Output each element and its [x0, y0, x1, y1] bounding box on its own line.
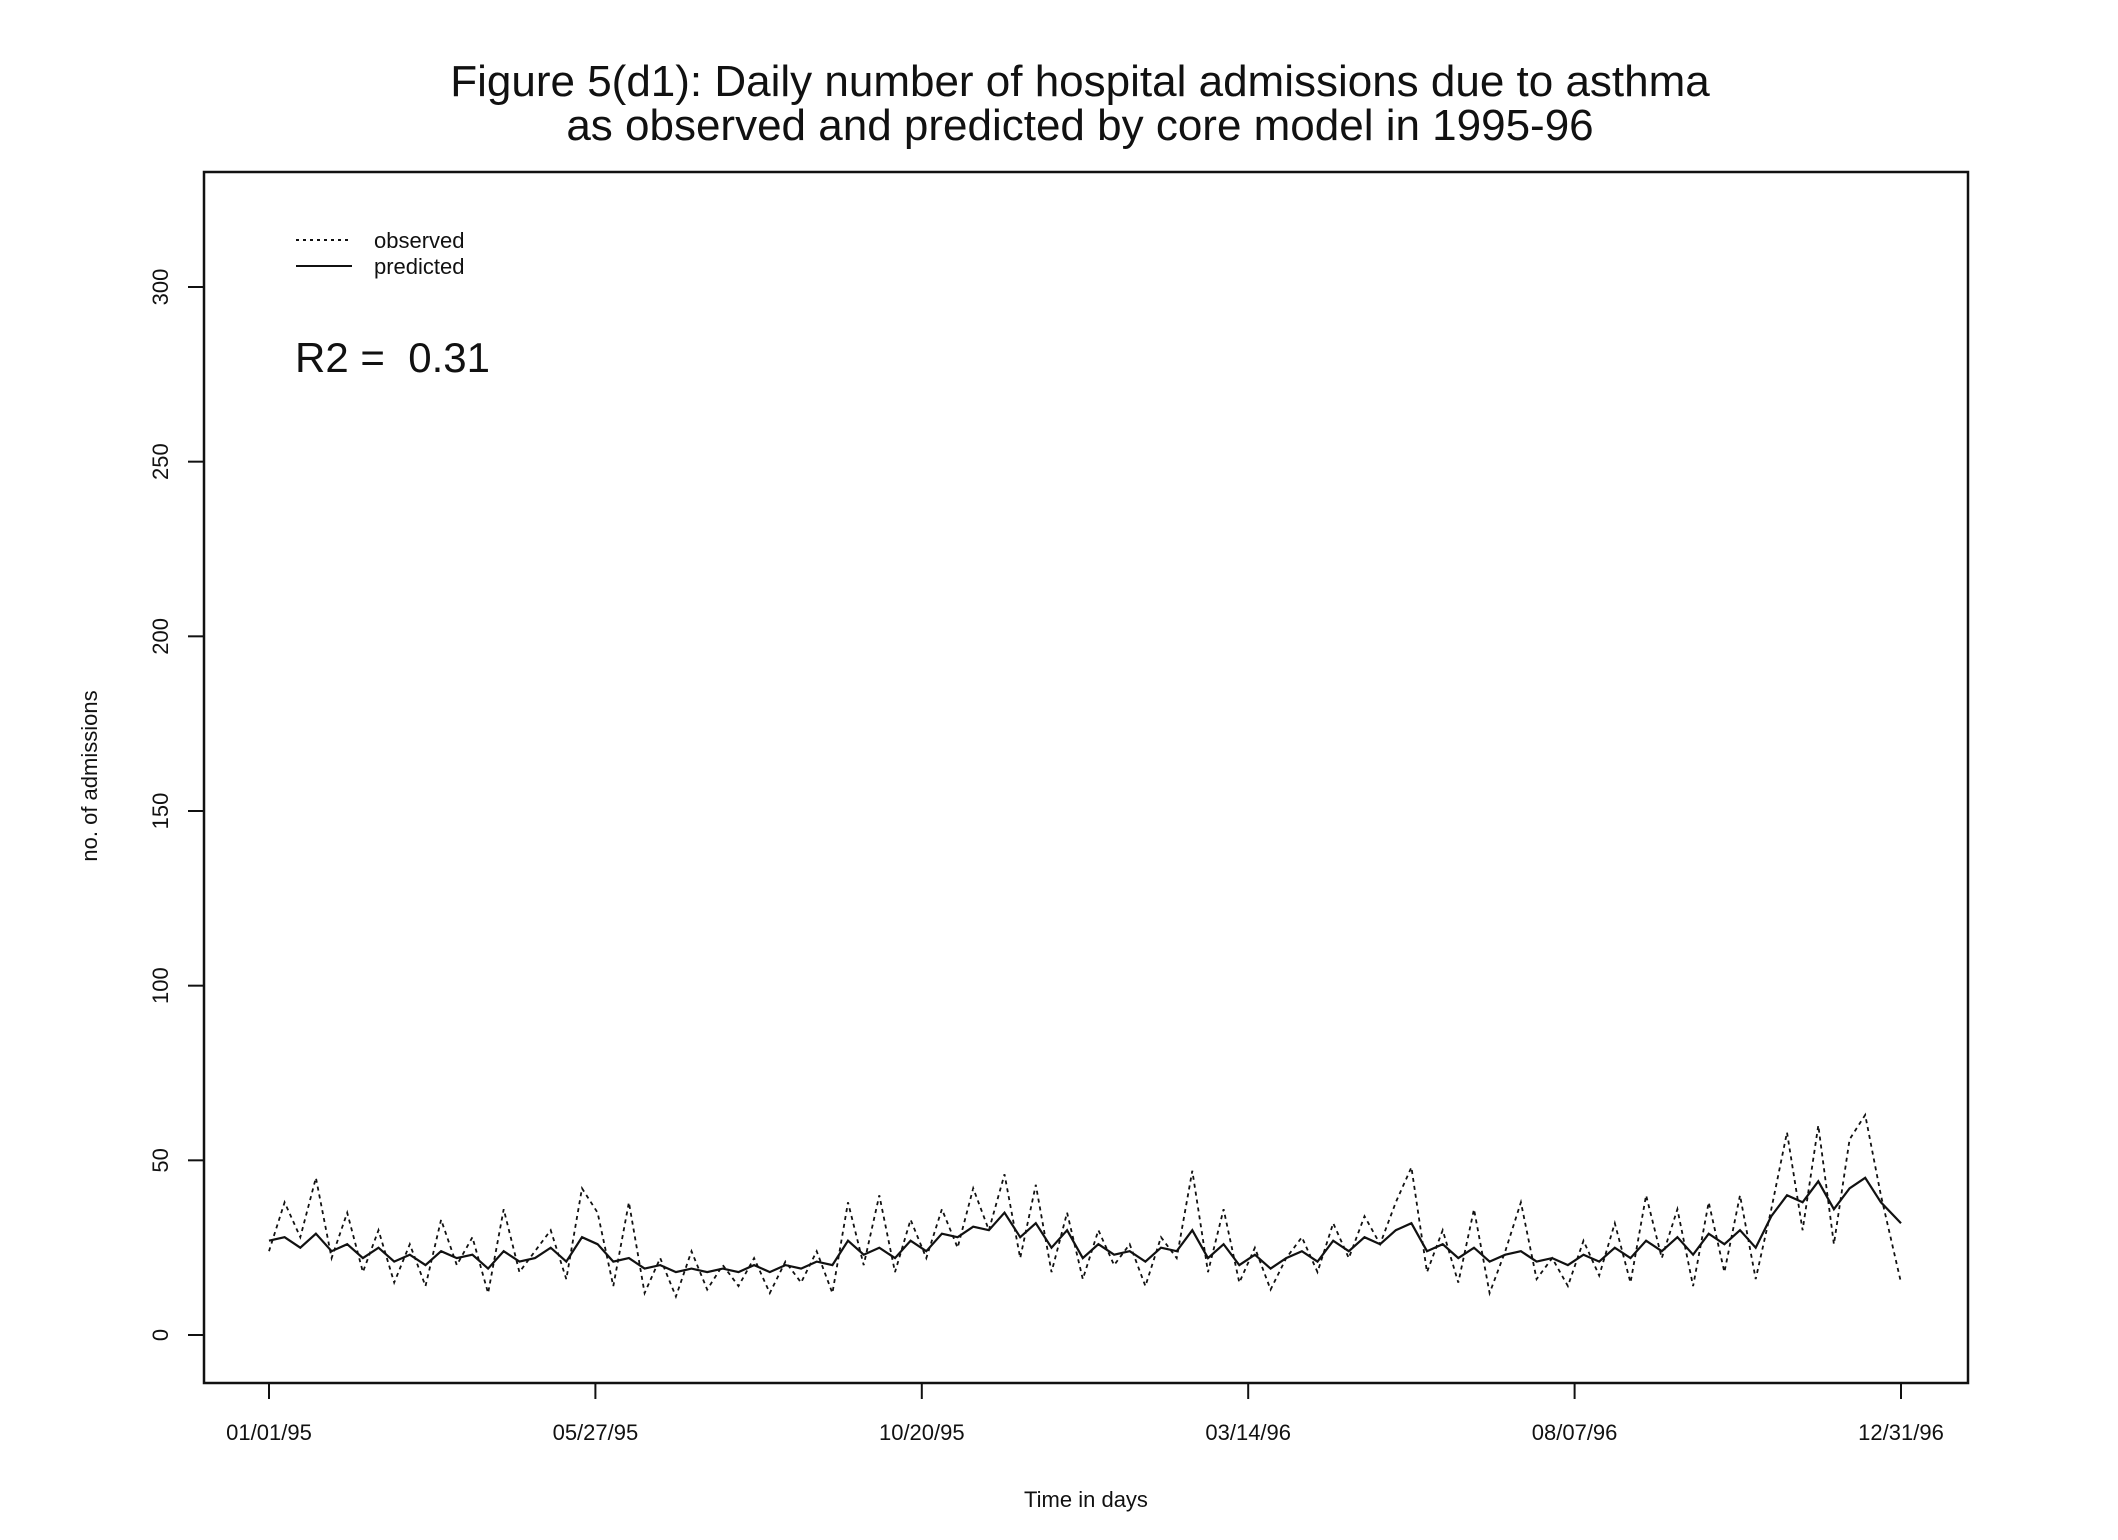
y-tick-label: 100	[148, 967, 173, 1004]
y-tick-label: 150	[148, 793, 173, 830]
series-line-observed	[268, 1112, 1902, 1300]
x-tick-label: 08/07/96	[1532, 1420, 1618, 1445]
y-tick-label: 50	[148, 1148, 173, 1172]
x-tick-label: 03/14/96	[1205, 1420, 1291, 1445]
x-tick-label: 10/20/95	[879, 1420, 965, 1445]
y-tick-label: 200	[148, 618, 173, 655]
legend-observed-label: observed	[374, 228, 465, 253]
y-tick-label: 250	[148, 443, 173, 480]
x-tick-label: 05/27/95	[553, 1420, 639, 1445]
y-tick-label: 300	[148, 269, 173, 306]
y-axis: 0 50 100 150 200 250 300	[148, 269, 204, 1341]
x-axis-label: Time in days	[1024, 1487, 1148, 1512]
chart-title-line-1: Figure 5(d1): Daily number of hospital a…	[450, 57, 1710, 106]
series-line-predicted	[268, 1176, 1902, 1274]
y-tick-label: 0	[148, 1329, 173, 1341]
x-tick-label: 12/31/96	[1858, 1420, 1944, 1445]
x-axis: 01/01/95 05/27/95 10/20/95 03/14/96 08/07/96…	[226, 1383, 1944, 1445]
chart-title-line-2: as observed and predicted by core model …	[566, 101, 1593, 150]
legend-predicted-label: predicted	[374, 254, 465, 279]
y-axis-label: no. of admissions	[77, 690, 102, 861]
x-tick-label: 01/01/95	[226, 1420, 312, 1445]
r2-annotation: R2 = 0.31	[295, 334, 490, 381]
legend: observed predicted	[296, 228, 465, 279]
plot-frame	[202, 170, 1970, 1385]
series-group	[268, 1112, 1902, 1300]
